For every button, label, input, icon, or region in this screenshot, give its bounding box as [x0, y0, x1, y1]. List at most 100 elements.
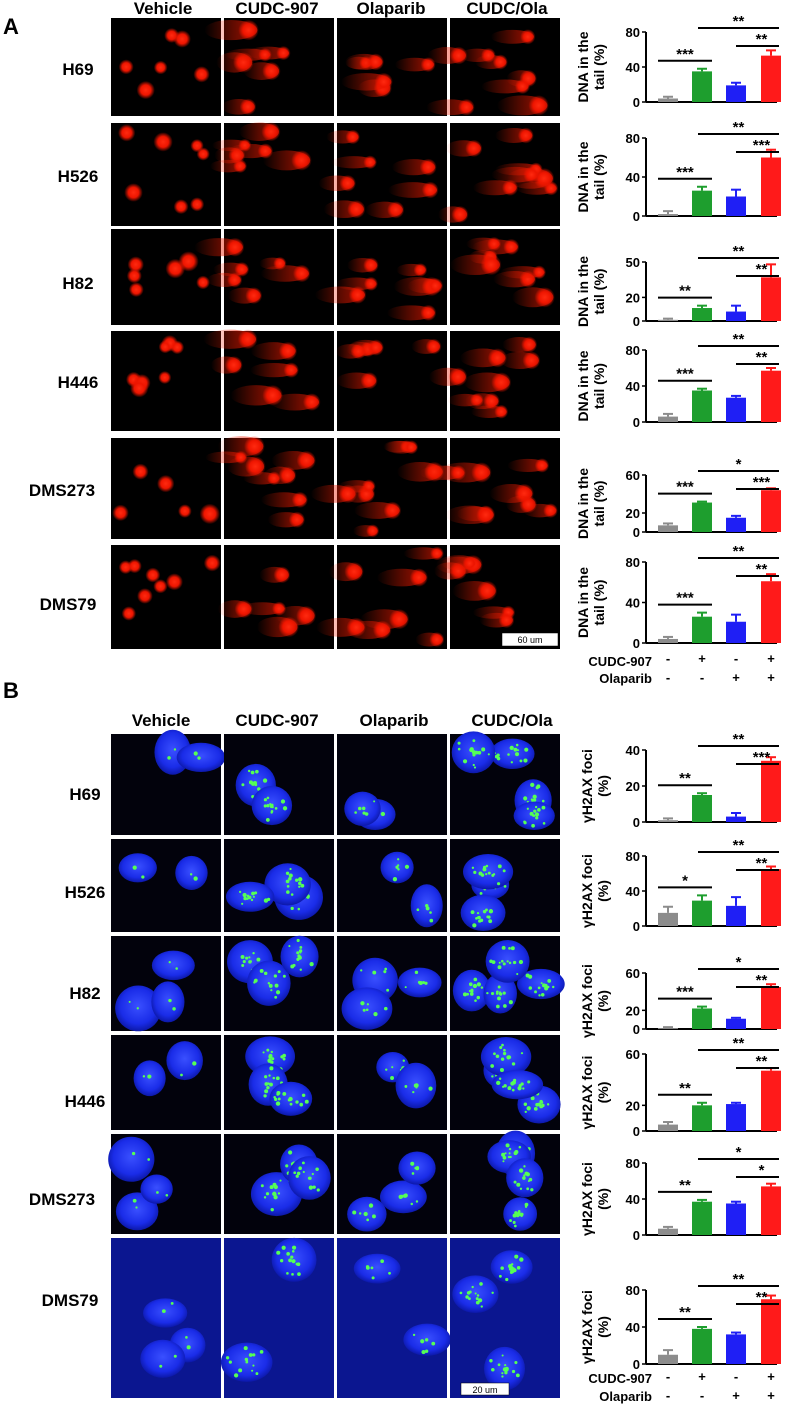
- y-tick-label: 20: [626, 290, 640, 305]
- panel-b-row-dms79: DMS79: [42, 1291, 99, 1310]
- comet-image: [429, 331, 560, 431]
- panel-a-row-h526: H526: [58, 167, 99, 186]
- y-axis-label: DNA in the: [575, 468, 591, 539]
- bar: [658, 214, 678, 216]
- panel-a-scale-bar: 60 um: [501, 632, 559, 647]
- y-axis-label: (%): [595, 1316, 611, 1338]
- significance-label: **: [679, 770, 691, 787]
- significance-label: **: [733, 13, 745, 30]
- significance-label: **: [756, 349, 768, 366]
- gamma-h2ax-image: [111, 1238, 221, 1398]
- gamma-h2ax-image: [224, 1035, 334, 1130]
- y-tick-label: 80: [626, 555, 640, 570]
- bar: [658, 1124, 678, 1131]
- panel-a-treatment-table: CUDC-907 Olaparib - + - + - - + +: [588, 651, 775, 686]
- significance-label: ***: [753, 749, 771, 766]
- panel-b-cudc-label: CUDC-907: [588, 1371, 652, 1386]
- gamma-h2ax-image: [337, 936, 447, 1031]
- bar: [726, 816, 746, 822]
- y-tick-label: 40: [626, 170, 640, 185]
- gamma-h2ax-image: [450, 731, 560, 835]
- comet-image: [438, 123, 560, 226]
- significance-label: *: [736, 456, 742, 473]
- significance-label: ***: [676, 590, 694, 607]
- significance-label: *: [736, 1144, 742, 1161]
- gamma-h2ax-image: [337, 839, 447, 932]
- gamma-h2ax-image: [450, 1130, 560, 1234]
- olaparib-treatment-mark: -: [666, 1388, 670, 1403]
- bar: [658, 638, 678, 643]
- bar: [761, 987, 781, 1029]
- comet-image: [318, 123, 447, 226]
- bar: [692, 502, 712, 532]
- bar: [658, 416, 678, 422]
- significance-label: ***: [676, 164, 694, 181]
- bar: [761, 760, 781, 822]
- significance-label: **: [733, 543, 745, 560]
- comet-image: [217, 545, 334, 649]
- olaparib-treatment-mark: -: [700, 1388, 704, 1403]
- panel-b-ola-label: Olaparib: [599, 1389, 652, 1404]
- panel-a-col-combo: CUDC/Ola: [466, 0, 548, 18]
- bar: [761, 277, 781, 321]
- y-axis-label: γH2AX foci: [579, 964, 595, 1038]
- y-axis-label: DNA in the: [575, 31, 591, 102]
- bar: [692, 71, 712, 102]
- y-axis-label: (%): [595, 1188, 611, 1210]
- comet-image: [315, 229, 447, 325]
- panel-b-row-dms273: DMS273: [29, 1190, 95, 1209]
- comet-image: [111, 438, 221, 539]
- significance-label: **: [756, 972, 768, 989]
- y-tick-label: 80: [626, 849, 640, 864]
- gamma-h2ax-image: [450, 1035, 561, 1130]
- y-tick-label: 20: [626, 506, 640, 521]
- y-tick-label: 0: [633, 95, 640, 110]
- comet-image: [434, 545, 560, 649]
- panel-a-cudc-label: CUDC-907: [588, 654, 652, 669]
- comet-image: [335, 331, 447, 431]
- y-axis-label: DNA in the: [575, 350, 591, 421]
- significance-label: ***: [676, 366, 694, 383]
- significance-label: **: [733, 331, 745, 348]
- gamma-h2ax-image: [450, 839, 560, 932]
- y-tick-label: 40: [626, 596, 640, 611]
- y-tick-label: 0: [633, 415, 640, 430]
- y-tick-label: 20: [626, 779, 640, 794]
- comet-image: [203, 329, 334, 431]
- cudc-treatment-mark: -: [666, 651, 670, 666]
- panel-b-col-vehicle: Vehicle: [132, 711, 191, 730]
- y-tick-label: 80: [626, 25, 640, 40]
- gamma-h2ax-image: [224, 1134, 334, 1234]
- y-tick-label: 60: [626, 468, 640, 483]
- olaparib-treatment-mark: -: [700, 670, 704, 685]
- y-tick-label: 0: [633, 1124, 640, 1139]
- significance-label: **: [733, 837, 745, 854]
- panel-b-row-h82: H82: [69, 984, 100, 1003]
- panel-b-row-labels: H69 H526 H82 H446 DMS273 DMS79: [29, 785, 105, 1310]
- comet-image: [111, 331, 221, 431]
- comet-image: [111, 18, 221, 116]
- bar: [692, 1328, 712, 1364]
- bar: [726, 1203, 746, 1235]
- comet-image: [316, 545, 447, 649]
- gamma-h2ax-image: [450, 1238, 560, 1398]
- y-axis-label: γH2AX foci: [579, 1056, 595, 1130]
- y-tick-label: 40: [626, 60, 640, 75]
- bar: [761, 581, 781, 643]
- gamma-h2ax-image: [111, 839, 221, 932]
- cudc-treatment-mark: +: [767, 651, 775, 666]
- gamma-h2ax-image: [220, 1237, 334, 1398]
- panel-a-col-olaparib: Olaparib: [357, 0, 426, 18]
- significance-label: **: [756, 1289, 768, 1306]
- bar: [726, 196, 746, 216]
- panel-b-col-combo: CUDC/Ola: [471, 711, 553, 730]
- y-axis-label: tail (%): [591, 580, 607, 626]
- olaparib-treatment-mark: +: [767, 1388, 775, 1403]
- y-axis-label: tail (%): [591, 154, 607, 200]
- significance-label: **: [756, 31, 768, 48]
- significance-label: ***: [753, 137, 771, 154]
- comet-image: [111, 123, 221, 226]
- y-tick-label: 0: [633, 1357, 640, 1372]
- panel-a-row-h446: H446: [58, 373, 99, 392]
